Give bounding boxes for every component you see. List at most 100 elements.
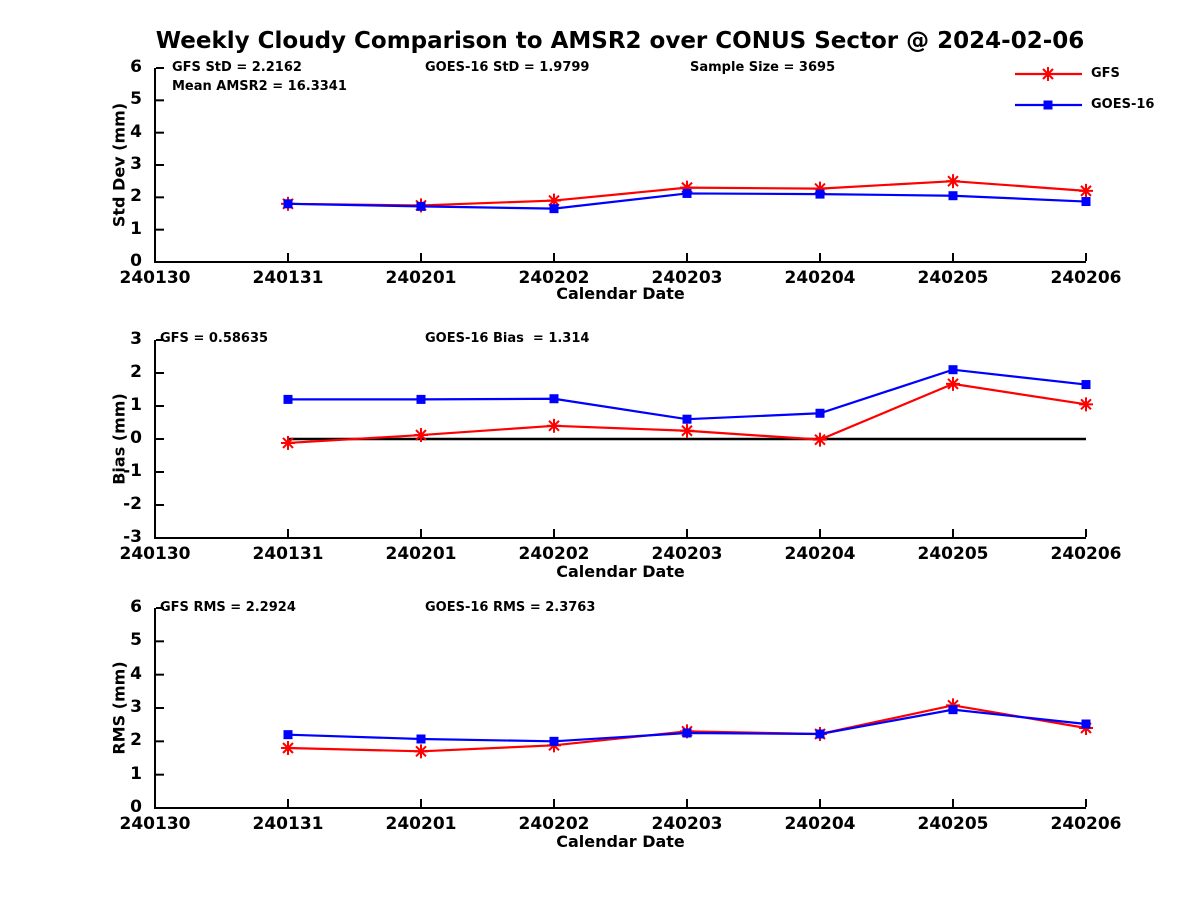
square-marker-icon — [416, 734, 426, 744]
y-tick-label: 1 — [130, 218, 142, 239]
y-tick-label: -2 — [123, 494, 142, 514]
asterisk-marker-icon — [947, 378, 959, 390]
x-tick-label: 240204 — [784, 544, 856, 564]
square-marker-icon — [815, 189, 825, 199]
annotation-goes16-bias: GOES-16 Bias = 1.314 — [425, 331, 590, 346]
annotation-gfs-rms: GFS RMS = 2.2924 — [160, 600, 296, 615]
y-tick-label: 2 — [130, 186, 142, 207]
bias-y-axis-label: Bias (mm) — [109, 393, 129, 485]
asterisk-marker-icon — [415, 429, 427, 441]
asterisk-marker-icon — [415, 745, 427, 758]
asterisk-marker-icon — [282, 742, 294, 754]
y-tick-label: 3 — [130, 329, 142, 349]
gfs-series — [281, 376, 1093, 450]
y-tick-label: 6 — [130, 57, 142, 77]
y-tick-label: 2 — [130, 362, 142, 382]
square-marker-icon — [549, 204, 559, 214]
x-tick-label: 240202 — [518, 814, 590, 834]
x-tick-label: 240201 — [385, 814, 457, 834]
square-marker-icon — [948, 365, 958, 375]
x-tick-label: 240131 — [252, 814, 324, 834]
rms-x-axis-label: Calendar Date — [556, 832, 685, 851]
square-marker-icon — [948, 191, 958, 201]
square-marker-icon — [549, 394, 559, 404]
series-line — [288, 368, 1087, 421]
x-tick-label: 240130 — [119, 814, 191, 834]
annotation-gfs-bias: GFS = 0.58635 — [160, 331, 269, 346]
y-tick-label: 1 — [130, 395, 142, 415]
asterisk-marker-icon — [1080, 185, 1092, 197]
x-tick-label: 240205 — [917, 814, 989, 834]
stddev-x-axis-label: Calendar Date — [556, 284, 685, 303]
square-marker-icon — [416, 394, 426, 404]
y-tick-label: 4 — [130, 121, 142, 142]
square-marker-icon — [1043, 100, 1053, 109]
annotation-gfs-std: GFS StD = 2.2162 — [172, 60, 302, 75]
y-tick-label: 0 — [130, 797, 142, 817]
legend-entry-gfs: GFS — [1014, 58, 1154, 89]
legend-label-goes16: GOES-16 — [1091, 97, 1155, 112]
y-tick-label: 4 — [130, 663, 142, 684]
gfs-legend-line-icon — [1015, 66, 1082, 81]
annotation-goes16-rms: GOES-16 RMS = 2.3763 — [425, 600, 596, 615]
asterisk-marker-icon — [814, 433, 826, 446]
x-tick-label: 240206 — [1050, 544, 1122, 564]
x-tick-label: 240203 — [651, 268, 723, 288]
asterisk-marker-icon — [1042, 67, 1054, 80]
annotation-mean-amsr2: Mean AMSR2 = 16.3341 — [172, 79, 347, 94]
bias-x-axis-label: Calendar Date — [556, 562, 685, 581]
annotation-goes16-std: GOES-16 StD = 1.9799 — [425, 60, 590, 75]
goes16-series — [283, 365, 1091, 424]
legend-entry-goes16: GOES-16 — [1014, 89, 1154, 120]
asterisk-marker-icon — [548, 194, 560, 207]
asterisk-marker-icon — [681, 425, 693, 437]
axes-subplot-3 — [154, 607, 1093, 809]
asterisk-marker-icon — [548, 420, 560, 432]
square-marker-icon — [549, 736, 559, 746]
x-tick-label: 240205 — [917, 544, 989, 564]
rms-y-axis-label: RMS (mm) — [109, 661, 129, 755]
square-marker-icon — [682, 188, 692, 198]
goes16-series — [283, 188, 1091, 214]
x-tick-label: 240131 — [252, 544, 324, 564]
y-tick-label: 5 — [130, 89, 142, 110]
square-marker-icon — [948, 705, 958, 715]
square-marker-icon — [682, 414, 692, 424]
square-marker-icon — [283, 199, 293, 209]
square-marker-icon — [682, 728, 692, 738]
x-tick-label: 240201 — [385, 544, 457, 564]
axes-subplot-2 — [154, 339, 1093, 539]
stddev-y-axis-label: Std Dev (mm) — [109, 102, 129, 228]
y-tick-label: 2 — [130, 730, 142, 751]
x-tick-label: 240130 — [119, 544, 191, 564]
y-tick-label: 5 — [130, 630, 142, 651]
y-tick-label: -3 — [123, 527, 142, 547]
square-marker-icon — [815, 408, 825, 418]
goes16-legend-line-icon — [1015, 100, 1082, 109]
x-tick-label: 240130 — [119, 268, 191, 288]
x-tick-label: 240205 — [917, 268, 989, 288]
x-tick-label: 240206 — [1050, 268, 1122, 288]
asterisk-marker-icon — [282, 437, 294, 449]
axis-spines — [154, 340, 1086, 539]
axis-spines — [154, 68, 1086, 263]
y-tick-label: 3 — [130, 697, 142, 717]
asterisk-marker-icon — [947, 175, 959, 187]
y-tick-label: 6 — [130, 597, 142, 617]
y-tick-label: 3 — [130, 154, 142, 174]
x-tick-label: 240202 — [518, 544, 590, 564]
chart-title: Weekly Cloudy Comparison to AMSR2 over C… — [155, 28, 1085, 54]
goes16-series — [283, 705, 1091, 746]
x-tick-label: 240202 — [518, 268, 590, 288]
square-marker-icon — [815, 729, 825, 739]
axes-subplot-1 — [154, 67, 1093, 263]
square-marker-icon — [1081, 197, 1091, 207]
asterisk-marker-icon — [1080, 398, 1092, 411]
square-marker-icon — [283, 730, 293, 740]
square-marker-icon — [283, 394, 293, 404]
x-tick-label: 240131 — [252, 268, 324, 288]
axis-spines — [154, 608, 1086, 809]
y-tick-label: -1 — [123, 461, 142, 481]
